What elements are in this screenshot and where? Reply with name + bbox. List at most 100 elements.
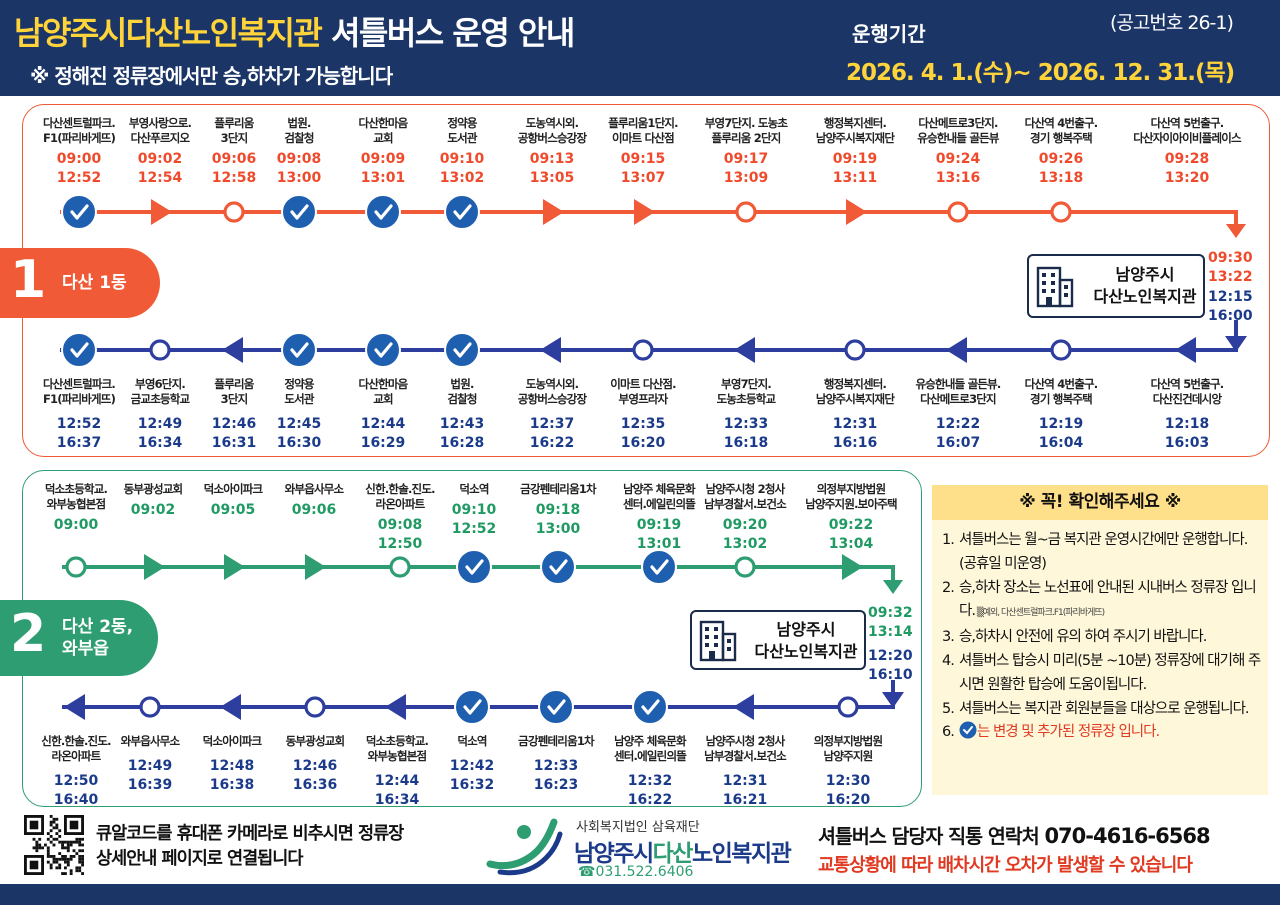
stop-r1-in-9: 행정복지센터. 남양주시복지재단 12:31 16:16 <box>816 377 895 453</box>
org-phone[interactable]: ☎031.522.6406 <box>578 864 694 880</box>
stop-times: 12:49 16:34 <box>137 416 183 451</box>
stop-r2-in-7: 남양주 체육문화 센터.에일린의뜰 12:32 16:22 <box>614 734 687 810</box>
route2-number: 2 <box>10 604 47 664</box>
note-item: 4. 셔틀버스 탑승시 미리(5분 ~10분) 정류장에 대기해 주시면 원활한 … <box>942 652 1261 693</box>
stop-r1-in-0: 다산센트럴파크. F1(파리바게뜨) 12:52 16:37 <box>43 377 116 453</box>
stop-times: 12:31 16:16 <box>832 416 878 451</box>
page-subtitle: ※ 정해진 정류장에서만 승,하차가 가능합니다 <box>30 64 393 88</box>
org-logo-icon <box>486 818 563 876</box>
stop-times: 09:06 <box>291 502 337 518</box>
stop-name: 정약용 도서관 <box>284 377 314 406</box>
stop-r2-out-2: 덕소아이파크 09:05 <box>204 482 263 520</box>
notice-number: (공고번호 26-1) <box>1110 12 1234 34</box>
stop-r2-out-5: 덕소역 09:10 12:52 <box>452 482 497 539</box>
notes-list: 1. 셔틀버스는 월~금 복지관 운영시간에만 운행합니다. (공휴일 미운영) 2… <box>942 529 1266 745</box>
stop-times: 12:33 16:23 <box>533 758 579 793</box>
stop-times: 12:52 16:37 <box>56 416 102 451</box>
stop-r2-out-1: 동부광성교회 09:02 <box>124 482 183 520</box>
stop-r1-out-1: 부영사랑으로. 다산푸르지오 09:02 12:54 <box>128 116 192 188</box>
stop-times: 09:15 13:07 <box>620 151 666 186</box>
route1-tag: 1 다산 1동 <box>0 248 160 318</box>
stop-r1-out-5: 정약용 도서관 09:10 13:02 <box>440 116 485 188</box>
stop-r1-out-11: 다산역 4번출구. 경기 행복주택 09:26 13:18 <box>1025 116 1098 188</box>
center-building-box-1: 남양주시 다산노인복지관 <box>1027 254 1205 318</box>
stop-times: 12:46 16:31 <box>211 416 257 451</box>
stop-times: 12:30 16:20 <box>825 773 871 808</box>
stop-times: 09:17 13:09 <box>723 151 769 186</box>
stop-times: 09:20 13:02 <box>722 517 768 552</box>
stop-r2-in-1: 와부읍사무소 12:49 16:39 <box>121 734 180 795</box>
building-icon <box>1036 266 1074 308</box>
stop-name: 동부광성교회 <box>285 734 345 748</box>
stop-times: 09:10 13:02 <box>439 151 485 186</box>
route2-tag: 2 다산 2동, 와부읍 <box>0 600 158 676</box>
stop-name: 신한.한솔.진도. 라온아파트 <box>41 734 111 763</box>
stop-r2-in-2: 덕소아이파크 12:48 16:38 <box>203 734 262 795</box>
stop-times: 12:50 16:40 <box>53 773 99 808</box>
stop-name: 다산역 5번출구. 다산진건데시앙 <box>1150 377 1224 406</box>
stop-name: 남양주시청 2청사 남부경찰서.보건소 <box>704 734 787 763</box>
stop-name: 플루리움 3단지 <box>214 377 254 406</box>
stop-r1-in-11: 다산역 4번출구. 경기 행복주택 12:19 16:04 <box>1025 377 1098 453</box>
stop-name: 덕소아이파크 <box>203 482 263 496</box>
stop-name: 다산역 4번출구. 경기 행복주택 <box>1024 377 1098 406</box>
stop-name: 와부읍사무소 <box>284 482 344 496</box>
stop-r2-in-8: 남양주시청 2청사 남부경찰서.보건소 12:31 16:21 <box>704 734 787 810</box>
qr-code-icon[interactable] <box>24 815 84 875</box>
stop-r1-in-8: 부영7단지. 도농초등학교 12:33 16:18 <box>717 377 776 453</box>
stop-times: 09:18 13:00 <box>535 502 581 537</box>
stop-name: 다산한마음 교회 <box>358 116 409 145</box>
stop-r1-out-8: 부영7단지. 도농초 플루리움 2단지 09:17 13:09 <box>705 116 788 188</box>
stop-name: 덕소초등학교. 와부농협본점 <box>365 734 429 763</box>
stop-times: 09:02 12:54 <box>137 151 183 186</box>
stop-name: 신한.한솔.진도. 라온아파트 <box>365 482 435 511</box>
route1-end-times-ret: 12:15 16:00 <box>1208 289 1253 324</box>
stop-r1-out-10: 다산메트로3단지. 유승한내들 골든뷰 09:24 13:16 <box>917 116 999 188</box>
stop-times: 12:44 16:34 <box>374 773 420 808</box>
stop-name: 플루리움1단지. 이마트 다산점 <box>608 116 678 145</box>
stop-name: 부영사랑으로. 다산푸르지오 <box>128 116 192 145</box>
stop-times: 12:46 16:36 <box>292 758 338 793</box>
note-item: 2. 승,하차 장소는 노선표에 안내된 시내버스 정류장 입니다. ▒예외, 다… <box>942 579 1257 620</box>
stop-times: 09:13 13:05 <box>529 151 575 186</box>
period-label: 운행기간 <box>852 22 926 46</box>
qr-instructions: 큐알코드를 휴대폰 카메라로 비추시면 정류장 상세안내 페이지로 연결됩니다 <box>96 824 404 869</box>
stop-name: 부영6단지. 금교초등학교 <box>130 377 190 406</box>
stop-times: 09:06 12:58 <box>211 151 257 186</box>
stop-name: 다산역 5번출구. 다산자이아이비플레이스 <box>1133 116 1241 145</box>
stop-times: 09:02 <box>130 502 176 518</box>
org-sub-label: 사회복지법인 삼육재단 <box>576 820 700 835</box>
stop-r1-in-3: 정약용 도서관 12:45 16:30 <box>277 377 322 453</box>
stop-name: 플루리움 3단지 <box>214 116 254 145</box>
stop-name: 이마트 다산점. 부영프라자 <box>610 377 676 406</box>
stop-times: 09:09 13:01 <box>360 151 406 186</box>
stop-name: 부영7단지. 도농초등학교 <box>716 377 776 406</box>
stop-name: 덕소초등학교. 와부농협본점 <box>44 482 108 511</box>
stop-r1-in-4: 다산한마음 교회 12:44 16:29 <box>358 377 409 453</box>
contact-phone[interactable]: 070-4616-6568 <box>1044 824 1210 848</box>
stop-times: 09:24 13:16 <box>935 151 981 186</box>
stop-name: 남양주시청 2청사 남부경찰서.보건소 <box>704 482 787 511</box>
stop-name: 도농역시외. 공항버스승강장 <box>517 116 587 145</box>
stop-r1-out-0: 다산센트럴파크. F1(파리바게뜨) 09:00 12:52 <box>42 116 116 188</box>
stop-name: 다산한마음 교회 <box>358 377 409 406</box>
center-label-2: 남양주시 다산노인복지관 <box>754 620 858 661</box>
stop-r2-out-8: 남양주시청 2청사 남부경찰서.보건소 09:20 13:02 <box>704 482 787 554</box>
header-banner: 남양주시다산노인복지관 셔틀버스 운영 안내 ※ 정해진 정류장에서만 승,하차… <box>0 0 1280 96</box>
note-item: 6. 는 변경 및 추가된 정류장 입니다. <box>942 721 1266 745</box>
route1-name: 다산 1동 <box>62 273 127 293</box>
stop-name: 법원. 검찰청 <box>447 377 477 406</box>
stop-r2-in-3: 동부광성교회 12:46 16:36 <box>286 734 345 795</box>
stop-times: 12:37 16:22 <box>529 416 575 451</box>
org-name: 남양주시다산노인복지관 <box>574 841 792 867</box>
stop-name: 법원. 검찰청 <box>284 116 314 145</box>
stop-r2-in-5: 덕소역 12:42 16:32 <box>450 734 495 795</box>
stop-name: 다산센트럴파크. F1(파리바게뜨) <box>42 116 116 145</box>
stop-r2-in-4: 덕소초등학교. 와부농협본점 12:44 16:34 <box>365 734 429 810</box>
notes-box: ※ 꼭! 확인해주세요 ※ 1. 셔틀버스는 월~금 복지관 운영시간에만 운행합… <box>932 485 1268 795</box>
route1-number: 1 <box>10 250 47 310</box>
note-item: 3. 승,하차시 안전에 유의 하여 주시기 바랍니다. <box>942 629 1207 646</box>
stop-name: 도농역시외. 공항버스승강장 <box>517 377 587 406</box>
stop-times: 09:08 13:00 <box>276 151 322 186</box>
stop-name: 다산역 4번출구. 경기 행복주택 <box>1024 116 1098 145</box>
